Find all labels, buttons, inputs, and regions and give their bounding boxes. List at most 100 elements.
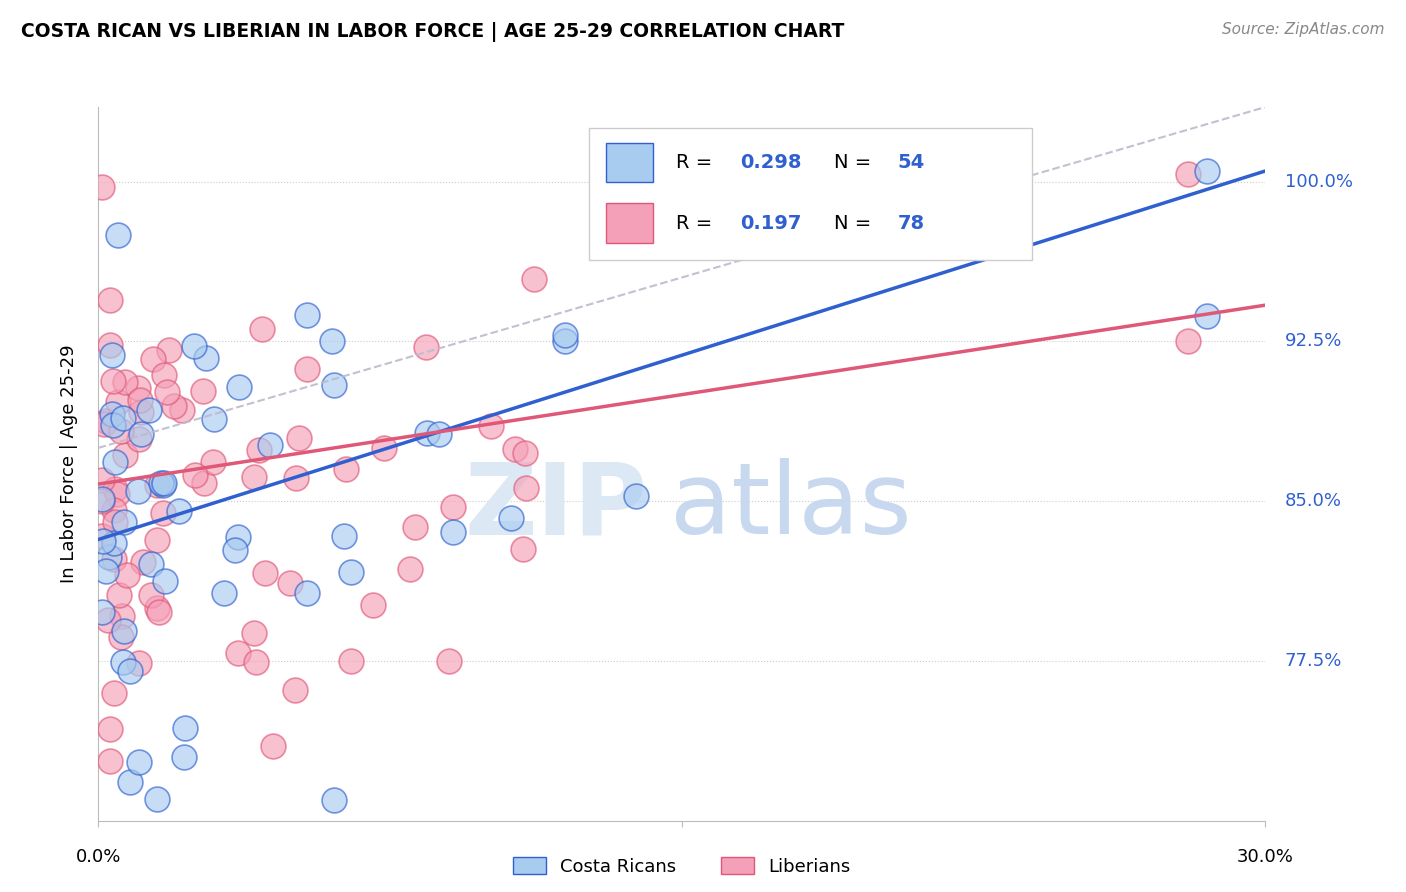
Point [104, 455, 127, 469]
Point [184, 468, 207, 483]
Point [503, 442, 526, 457]
Point [91, 180, 114, 194]
Point [142, 351, 165, 366]
Point [96, 613, 118, 627]
Point [139, 557, 162, 571]
Text: 77.5%: 77.5% [1285, 652, 1343, 670]
Point [224, 542, 246, 557]
Text: N =: N = [834, 214, 877, 233]
Point [415, 426, 437, 441]
Point [152, 507, 174, 521]
Point [153, 574, 176, 588]
Point [94, 564, 117, 578]
Point [226, 530, 249, 544]
Point [111, 609, 134, 624]
Point [479, 419, 502, 434]
Point [138, 403, 160, 417]
Point [103, 535, 125, 549]
Point [554, 334, 576, 349]
Point [415, 340, 437, 354]
Point [295, 361, 318, 376]
Point [201, 455, 224, 469]
Text: R =: R = [676, 214, 718, 233]
Point [107, 227, 129, 242]
Point [103, 686, 125, 700]
Point [91, 605, 114, 619]
Point [202, 412, 225, 426]
Point [98, 722, 121, 736]
Point [97, 549, 120, 564]
Point [150, 476, 173, 491]
Point [110, 424, 132, 438]
Point [167, 504, 190, 518]
Text: N =: N = [834, 153, 877, 172]
Text: ZIP: ZIP [464, 458, 647, 555]
Point [295, 585, 318, 599]
Point [110, 630, 132, 644]
Point [91, 491, 114, 506]
Text: 100.0%: 100.0% [1285, 172, 1353, 191]
Point [195, 351, 218, 365]
Point [243, 626, 266, 640]
Point [132, 555, 155, 569]
Point [111, 411, 134, 425]
Point [111, 656, 134, 670]
Point [228, 380, 250, 394]
Text: 85.0%: 85.0% [1285, 492, 1341, 510]
Point [91, 528, 114, 542]
Point [100, 348, 122, 362]
Point [173, 749, 195, 764]
Point [91, 533, 114, 548]
FancyBboxPatch shape [606, 203, 652, 243]
Point [427, 427, 450, 442]
Point [127, 381, 149, 395]
Text: R =: R = [676, 153, 718, 172]
Point [103, 503, 125, 517]
Text: 92.5%: 92.5% [1285, 333, 1343, 351]
Point [91, 494, 114, 508]
Point [129, 427, 152, 442]
Point [250, 322, 273, 336]
Point [441, 500, 464, 515]
Legend: Costa Ricans, Liberians: Costa Ricans, Liberians [506, 850, 858, 883]
Point [112, 624, 135, 638]
Point [139, 589, 162, 603]
Point [120, 665, 142, 679]
Point [101, 407, 124, 421]
Point [285, 471, 308, 485]
Point [127, 483, 149, 498]
Text: COSTA RICAN VS LIBERIAN IN LABOR FORCE | AGE 25-29 CORRELATION CHART: COSTA RICAN VS LIBERIAN IN LABOR FORCE |… [21, 22, 845, 42]
Point [104, 482, 127, 496]
Point [322, 378, 344, 392]
Point [321, 334, 343, 349]
Point [398, 562, 420, 576]
FancyBboxPatch shape [589, 128, 1032, 260]
Point [1177, 167, 1199, 181]
Point [254, 566, 277, 580]
Point [94, 414, 117, 428]
Point [148, 605, 170, 619]
Point [183, 339, 205, 353]
Point [153, 368, 176, 382]
Point [146, 477, 169, 491]
Point [284, 683, 307, 698]
Point [295, 308, 318, 322]
Point [278, 576, 301, 591]
Point [163, 400, 186, 414]
Point [340, 565, 363, 579]
Point [1195, 309, 1218, 323]
Point [114, 375, 136, 389]
Point [104, 515, 127, 529]
Point [259, 438, 281, 452]
Point [112, 516, 135, 530]
Point [173, 721, 195, 735]
Y-axis label: In Labor Force | Age 25-29: In Labor Force | Age 25-29 [59, 344, 77, 583]
Point [128, 756, 150, 770]
Point [193, 475, 215, 490]
Point [288, 431, 311, 445]
Point [108, 589, 131, 603]
Point [624, 489, 647, 503]
Point [156, 385, 179, 400]
Point [373, 441, 395, 455]
Point [332, 529, 354, 543]
